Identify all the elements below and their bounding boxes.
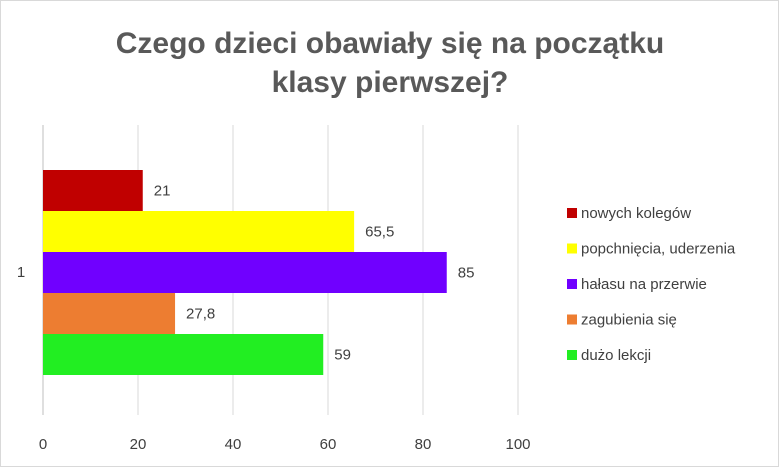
y-category-label: 1 — [17, 264, 25, 281]
legend-label: zagubienia się — [581, 312, 677, 329]
chart-title-line-2: klasy pierwszej? — [272, 66, 509, 99]
x-tick-label: 60 — [320, 436, 337, 453]
x-tick-label: 100 — [505, 436, 530, 453]
legend-swatch — [567, 243, 577, 254]
legend-label: popchnięcia, uderzenia — [581, 241, 736, 258]
x-axis-ticks: 0 20 40 60 80 100 — [39, 436, 531, 453]
legend-label: nowych kolegów — [581, 205, 691, 222]
data-label: 21 — [154, 183, 171, 200]
legend-swatch — [567, 314, 577, 325]
x-tick-label: 80 — [415, 436, 432, 453]
x-tick-label: 20 — [130, 436, 147, 453]
data-label: 65,5 — [365, 224, 394, 241]
legend-label: dużo lekcji — [581, 347, 651, 364]
chart-title-line-1: Czego dzieci obawiały się na początku — [116, 27, 664, 60]
data-label: 59 — [334, 347, 351, 364]
bar — [43, 170, 143, 211]
bar — [43, 293, 176, 334]
bars — [43, 170, 447, 375]
legend-swatch — [567, 350, 577, 360]
legend-swatch — [567, 208, 577, 218]
bar — [43, 252, 447, 293]
data-label: 85 — [458, 265, 475, 282]
data-label: 27,8 — [186, 306, 215, 323]
chart-title: Czego dzieci obawiały się na początku kl… — [116, 27, 664, 99]
x-tick-label: 0 — [39, 436, 47, 453]
data-labels: 21 65,5 85 27,8 59 — [154, 183, 475, 364]
legend-swatch — [567, 279, 577, 289]
bar — [43, 211, 355, 252]
x-tick-label: 40 — [225, 436, 242, 453]
legend: nowych kolegów popchnięcia, uderzenia hała… — [567, 205, 736, 364]
bar — [43, 334, 324, 375]
legend-label: hałasu na przerwie — [581, 276, 707, 293]
